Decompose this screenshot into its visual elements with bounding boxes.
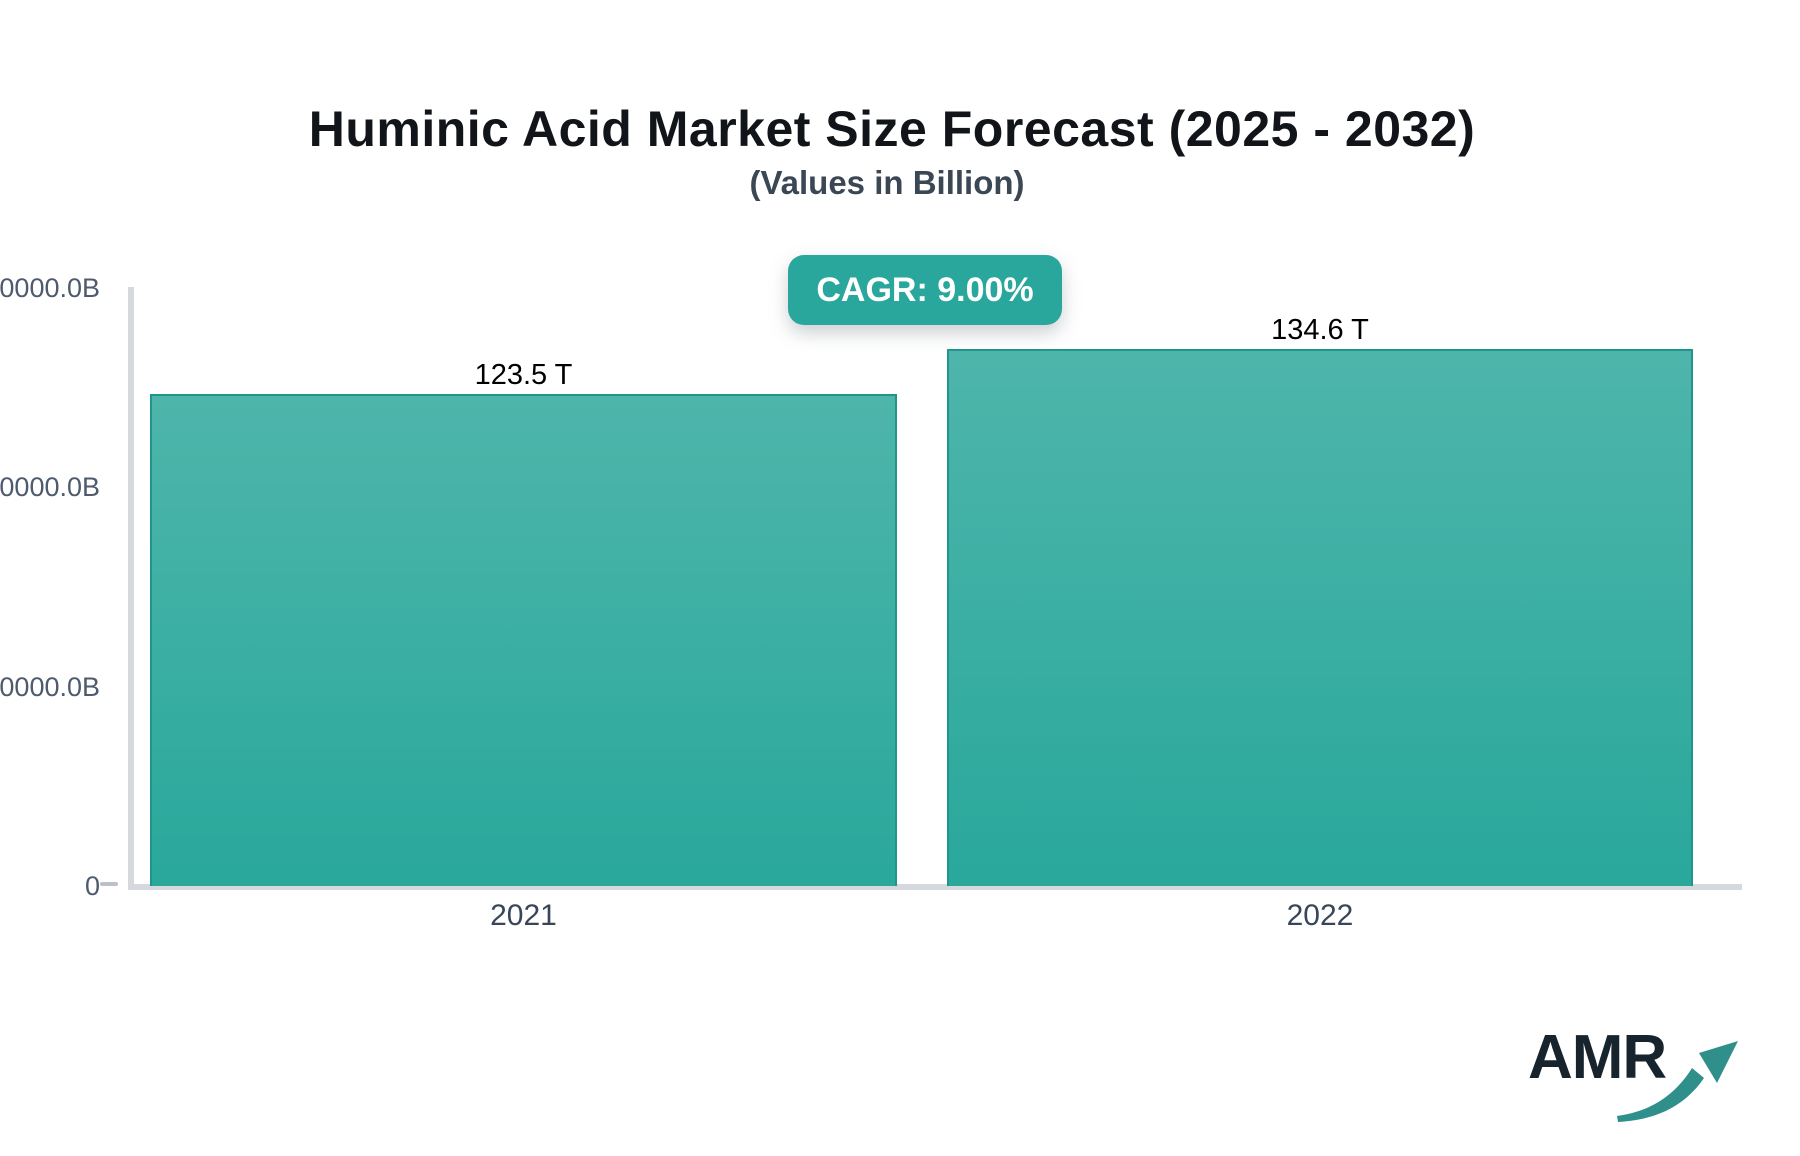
x-axis-line	[128, 884, 1742, 890]
chart-subtitle: (Values in Billion)	[749, 164, 1025, 201]
chart-title: Huminic Acid Market Size Forecast (2025 …	[308, 101, 1476, 157]
x-axis-label-2021: 2021	[490, 899, 557, 932]
growth-arrow-icon	[1617, 1041, 1738, 1122]
zero-tick-mark	[100, 882, 118, 886]
bar-2022	[947, 349, 1693, 886]
amr-logo: AMR	[1528, 1022, 1743, 1122]
y-axis-tick-label: 150000.0B	[0, 273, 100, 303]
x-axis-label-2022: 2022	[1286, 899, 1354, 932]
y-axis-tick-label: 100000.0B	[0, 472, 100, 502]
bar-value-label-2022: 134.6 T	[1271, 314, 1369, 346]
y-axis-tick-label: 0	[84, 871, 100, 901]
amr-logo-text: AMR	[1528, 1023, 1667, 1092]
cagr-badge: CAGR: 9.00%	[788, 255, 1062, 325]
y-axis-line	[128, 287, 134, 889]
bar-value-label-2021: 123.5 T	[474, 359, 573, 391]
bar-2021	[150, 394, 897, 886]
y-axis-tick-label: 50000.0B	[0, 672, 100, 702]
